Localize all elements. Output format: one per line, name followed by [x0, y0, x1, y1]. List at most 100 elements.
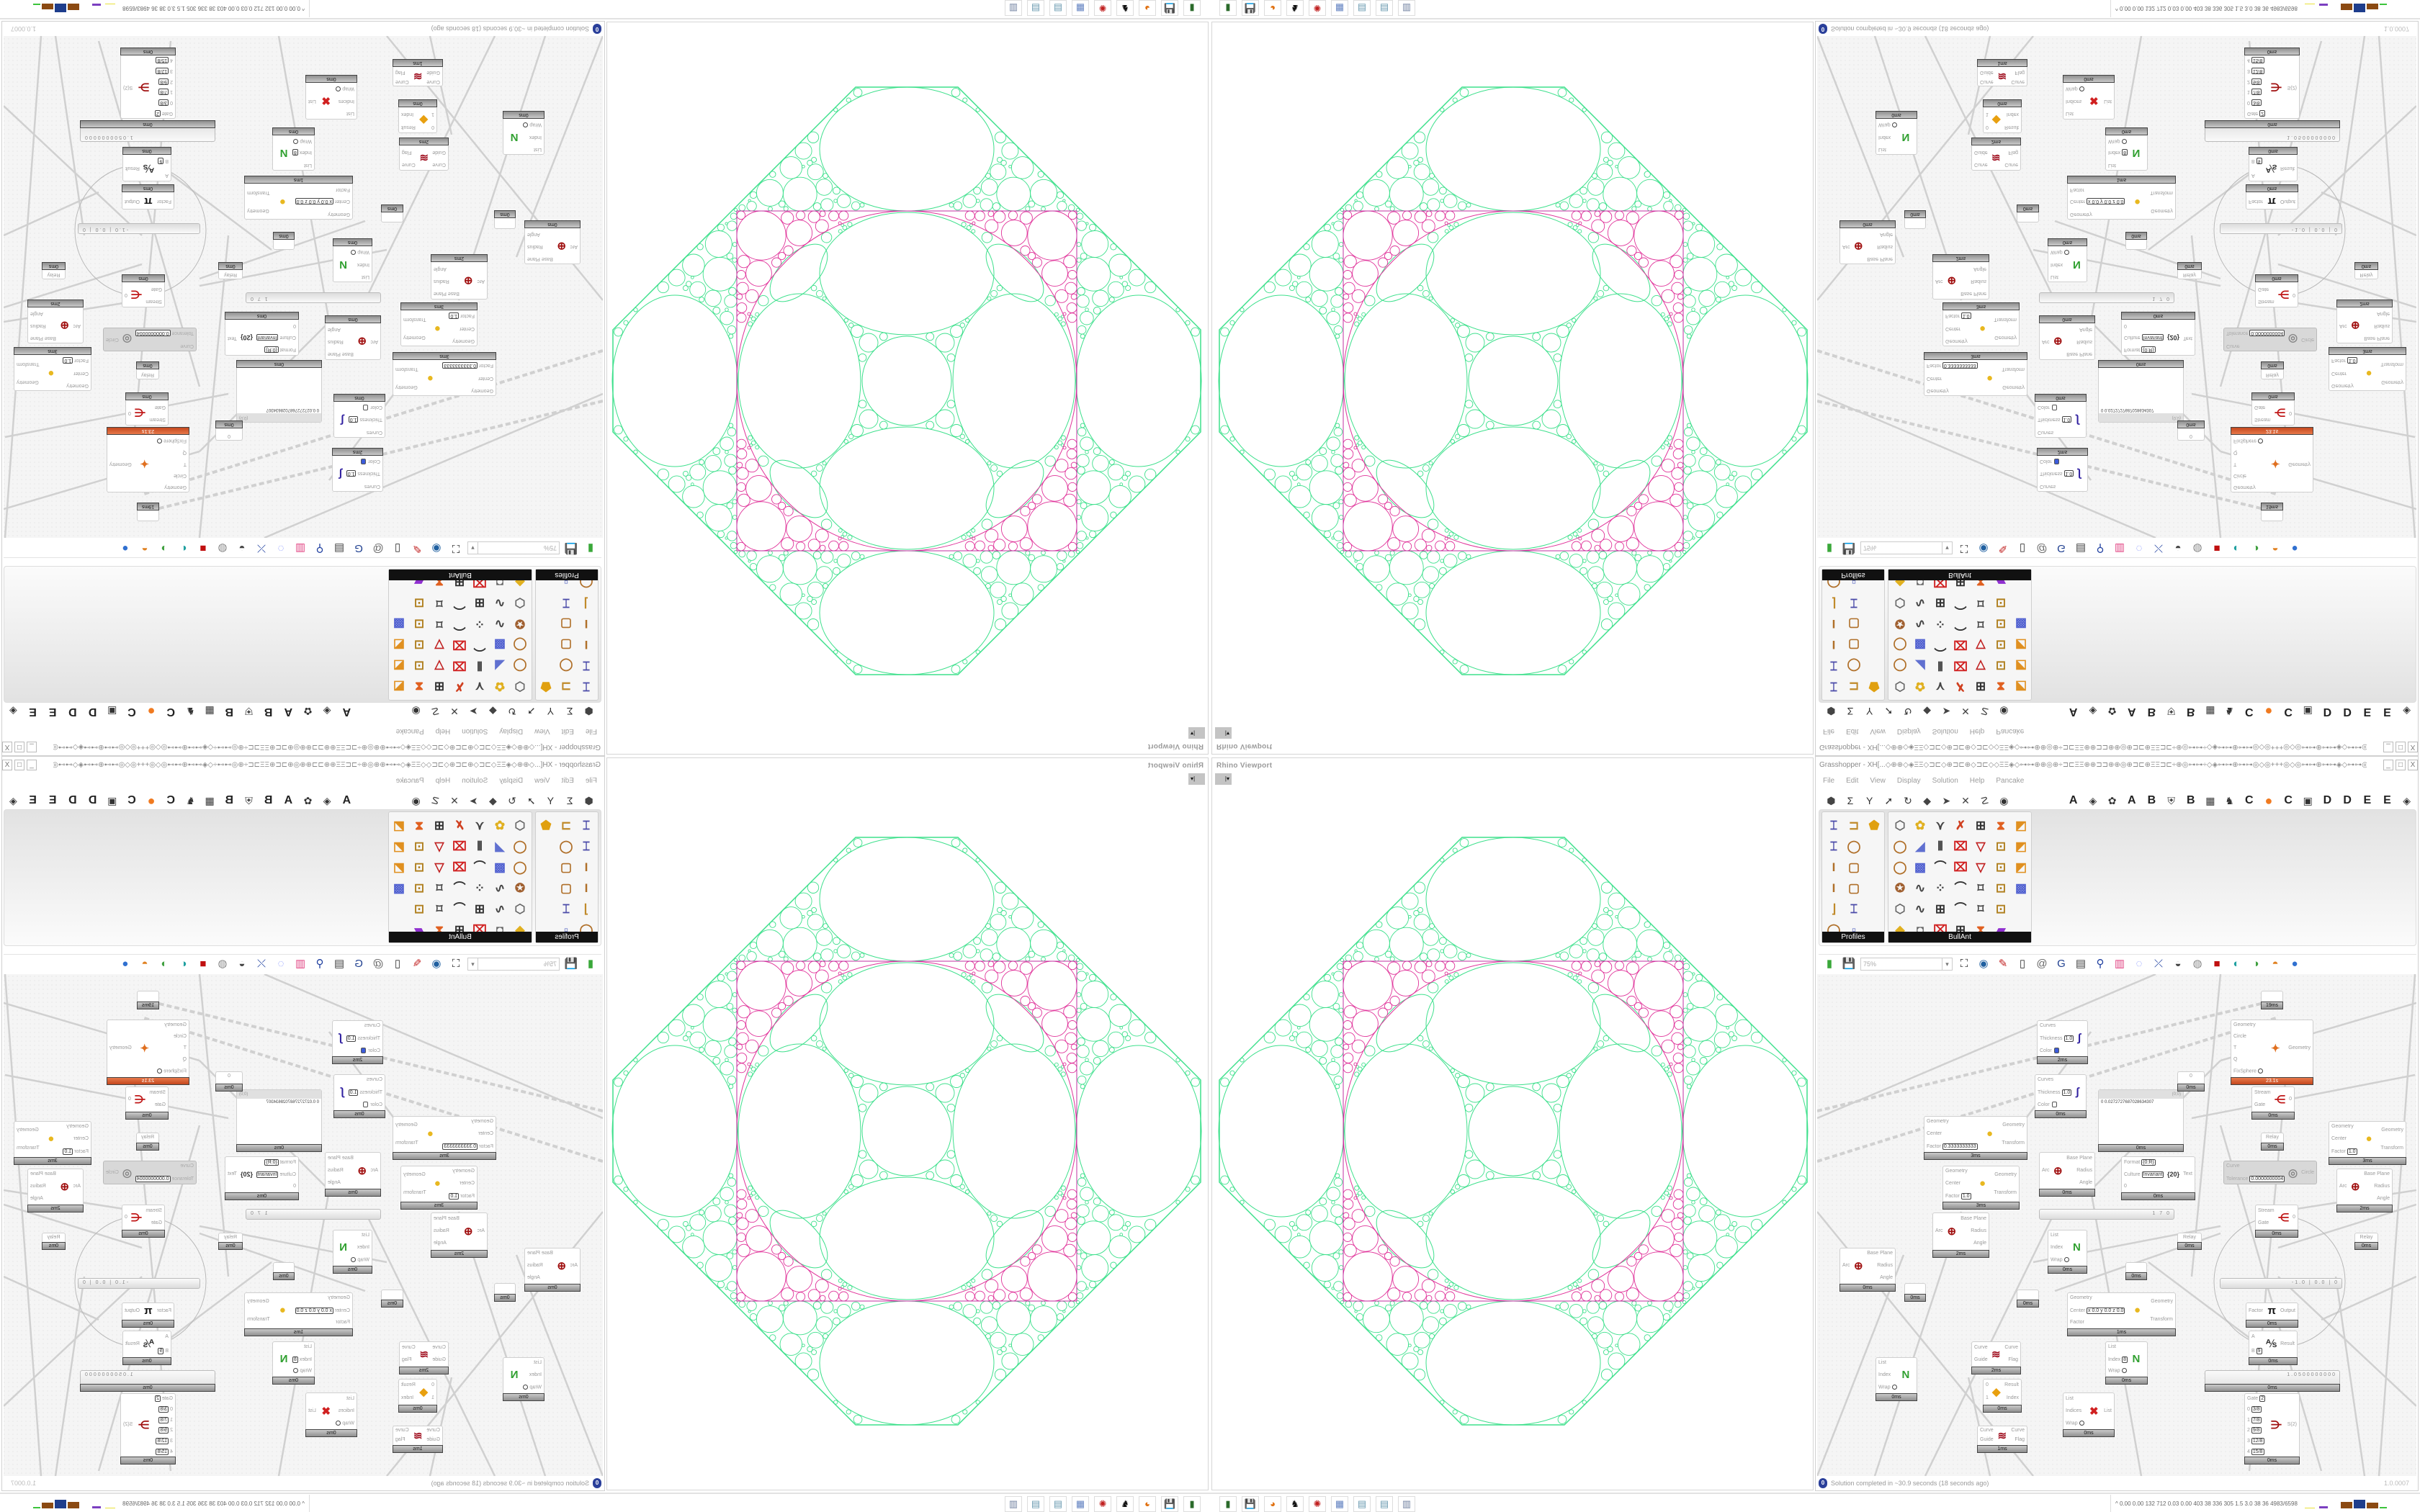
output-port[interactable]: 0	[128, 1097, 131, 1102]
input-value[interactable]: 7/8	[158, 89, 169, 96]
menu-view[interactable]: View	[1870, 727, 1886, 735]
caret-down-icon[interactable]: ▾	[1942, 542, 1952, 554]
inkscape-icon[interactable]: ♞	[1286, 1496, 1304, 1512]
input-port[interactable]: Indices	[339, 99, 354, 104]
input-port[interactable]: CultureInvariant	[256, 334, 296, 341]
tab-icon[interactable]: ▦	[205, 794, 215, 806]
bake-icon[interactable]: ▯	[2019, 957, 2026, 970]
input-port[interactable]: 17/8	[158, 1416, 173, 1423]
tab-icon[interactable]: ◈	[2089, 794, 2097, 806]
input-port[interactable]: Curve	[1980, 79, 1994, 84]
tab-d[interactable]: D	[88, 794, 97, 806]
param-node[interactable]: Relay 0ms	[136, 361, 159, 379]
output-port[interactable]: Geometry	[403, 1172, 426, 1177]
pin-icon[interactable]: ➤	[469, 794, 478, 806]
input-value[interactable]: 7/8	[2251, 1416, 2262, 1423]
output-port[interactable]: Radius	[2076, 340, 2092, 345]
slider-node[interactable]: 1 7 0	[246, 292, 381, 303]
curve-icon[interactable]: ☡	[431, 706, 440, 718]
output-port[interactable]: Circle	[106, 1170, 119, 1175]
ball-icon[interactable]: ✪	[1894, 881, 1906, 895]
output-port[interactable]: Result	[2280, 166, 2295, 171]
menu-display[interactable]: Display	[499, 777, 524, 785]
y-branch-icon[interactable]: Y	[1866, 795, 1873, 806]
toggle-icon[interactable]	[2121, 139, 2127, 145]
v-lines-icon[interactable]: ⋎	[475, 819, 485, 832]
input-port[interactable]: Index	[1878, 1372, 1891, 1377]
output-port[interactable]: Radius	[328, 340, 344, 345]
component-node[interactable]: Factor Output π 0ms	[122, 1302, 174, 1328]
output-port[interactable]: Base Plane	[2364, 336, 2390, 341]
input-port[interactable]: CultureInvariant	[256, 1171, 296, 1178]
output-port[interactable]: Base Plane	[527, 256, 553, 261]
cube-icon[interactable]: ▩	[1914, 638, 1927, 652]
wires-icon[interactable]: ⤫	[257, 542, 266, 555]
group-label[interactable]: Profiles	[536, 570, 598, 580]
output-port[interactable]: Result	[125, 166, 140, 171]
v-lines-icon[interactable]: ⋎	[475, 680, 485, 693]
maximize-button[interactable]: □	[2396, 760, 2406, 770]
close-button[interactable]: X	[2408, 760, 2418, 770]
ring-icon[interactable]: ◯	[513, 638, 527, 652]
param-node[interactable]: 0ms	[1904, 1283, 1926, 1302]
eye-icon[interactable]: ◉	[411, 706, 421, 718]
input-value[interactable]: 15/8	[156, 57, 169, 64]
lock-icon[interactable]: ⊡	[1995, 596, 2007, 610]
input-port[interactable]: Guide	[432, 1357, 446, 1362]
frame-icon[interactable]: ⌑	[1977, 881, 1984, 895]
output-port[interactable]: Angle	[2377, 1196, 2390, 1201]
input-port[interactable]: Wrap	[2051, 250, 2069, 256]
input-port[interactable]: Guide	[426, 70, 440, 75]
param-node[interactable]: Relay 0ms	[218, 262, 243, 279]
input-port[interactable]: Gate	[2254, 405, 2265, 410]
cube-icon[interactable]: ▩	[493, 860, 506, 874]
output-port[interactable]: Geometry	[403, 336, 426, 341]
v-net-icon[interactable]: ▽	[434, 840, 444, 853]
rhino-icon[interactable]: ▮	[1219, 1496, 1237, 1512]
bend-icon[interactable]: ⌒	[453, 902, 466, 916]
input-value[interactable]: 15/8	[2251, 1448, 2264, 1455]
output-port[interactable]: 0	[125, 293, 127, 298]
input-port[interactable]: 03/8	[158, 99, 173, 106]
input-port[interactable]: Center	[1945, 1181, 1960, 1186]
input-port[interactable]: Format{0:R}	[264, 1159, 296, 1166]
surface-icon[interactable]: ◆	[488, 794, 497, 806]
cross-icon[interactable]: ✗	[1955, 819, 1966, 832]
i-beam-icon[interactable]: I	[1832, 638, 1836, 652]
input-port[interactable]: B9	[158, 1347, 169, 1354]
input-port[interactable]: 0	[293, 323, 296, 328]
component-node[interactable]: Arc Base Plane Radius Angle ⊕ 0ms	[1839, 1248, 1896, 1292]
plane-icon[interactable]: ◢	[1915, 659, 1925, 672]
net-icon[interactable]: ⁘	[474, 617, 485, 631]
notepad-icon[interactable]: ▤	[1353, 1496, 1371, 1512]
tab-icon[interactable]: ♞	[2225, 706, 2234, 718]
bend-icon[interactable]: ⌒	[1954, 617, 1967, 631]
color-swatch[interactable]	[2053, 459, 2059, 465]
input-port[interactable]: Factor1.0	[63, 357, 89, 364]
red-cross-icon[interactable]: ⌧	[452, 840, 467, 853]
group-label[interactable]: BullAnt	[1888, 932, 2031, 942]
lock-icon[interactable]: ⊡	[413, 617, 425, 631]
input-port[interactable]: Wrap	[523, 1384, 542, 1390]
box-icon[interactable]: ⬡	[514, 680, 526, 693]
output-port[interactable]: Geometry	[2381, 1128, 2403, 1133]
input-port[interactable]: Centerx 0.0 y 0.0 z 0.0	[295, 198, 350, 204]
output-port[interactable]: Base Plane	[1867, 1251, 1893, 1256]
input-port[interactable]: A	[165, 173, 169, 178]
toggle-icon[interactable]	[293, 1367, 299, 1373]
component-node[interactable]: Curve Guide Curve Flag ≋ 1ms	[393, 1426, 443, 1453]
preview-green-icon[interactable]: ◑	[2252, 542, 2259, 555]
input-port[interactable]: Thickness1.0	[346, 1035, 380, 1042]
tab-icon[interactable]: ▣	[2303, 794, 2313, 806]
tab-c[interactable]: C	[2284, 706, 2293, 718]
lock-icon[interactable]: ⊡	[413, 659, 425, 672]
output-port[interactable]: Radius	[527, 244, 543, 249]
